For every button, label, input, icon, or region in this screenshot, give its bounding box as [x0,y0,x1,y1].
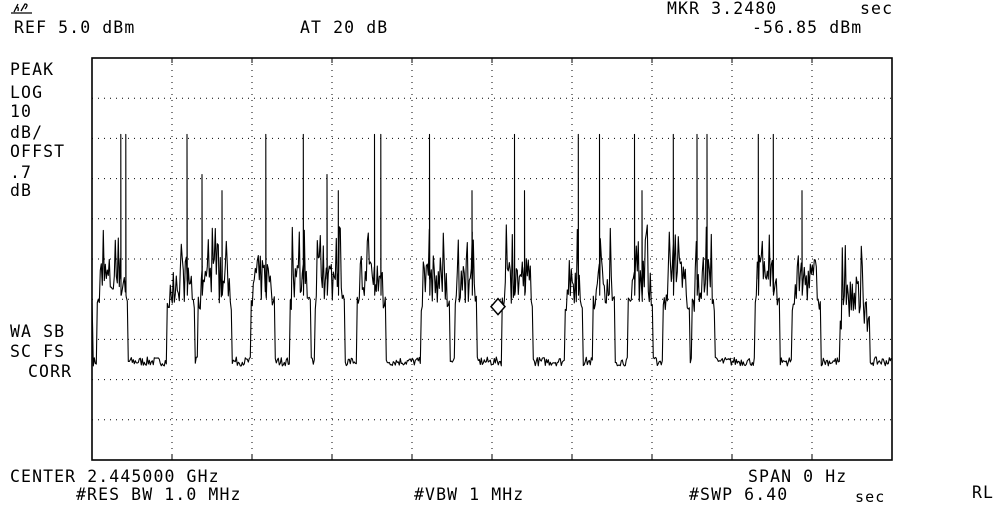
sweep-time-unit: sec [855,488,886,506]
ref-level: REF 5.0 dBm [14,18,136,37]
scale-line-6: dB [10,181,33,200]
attenuation: AT 20 dB [300,18,389,37]
resolution-bandwidth: #RES BW 1.0 MHz [76,485,242,504]
marker-diamond [490,297,506,316]
video-bandwidth: #VBW 1 MHz [414,485,525,504]
scale-line-3: dB/ [10,123,44,142]
marker-time: MKR 3.2480 [667,0,778,18]
scale-line-1: LOG [10,83,44,102]
scale-line-4: OFFST [10,142,66,161]
graticule-ticks [171,58,813,460]
scale-line-2: 10 [10,102,33,121]
span: SPAN 0 Hz [748,467,848,486]
rl-label: RL [972,483,995,502]
scale-line-5: .7 [10,163,33,182]
status-line-1: WA SB [10,322,66,341]
sweep-trace [91,133,892,367]
center-frequency: CENTER 2.445000 GHz [10,467,220,486]
status-line-3: CORR [28,362,73,381]
marker-time-unit: sec [860,0,894,18]
sweep-time: #SWP 6.40 [689,485,789,504]
status-line-2: SC FS [10,342,66,361]
marker-level: -56.85 dBm [752,18,863,37]
hp-logo [11,3,32,14]
detector-mode: PEAK [10,60,55,79]
